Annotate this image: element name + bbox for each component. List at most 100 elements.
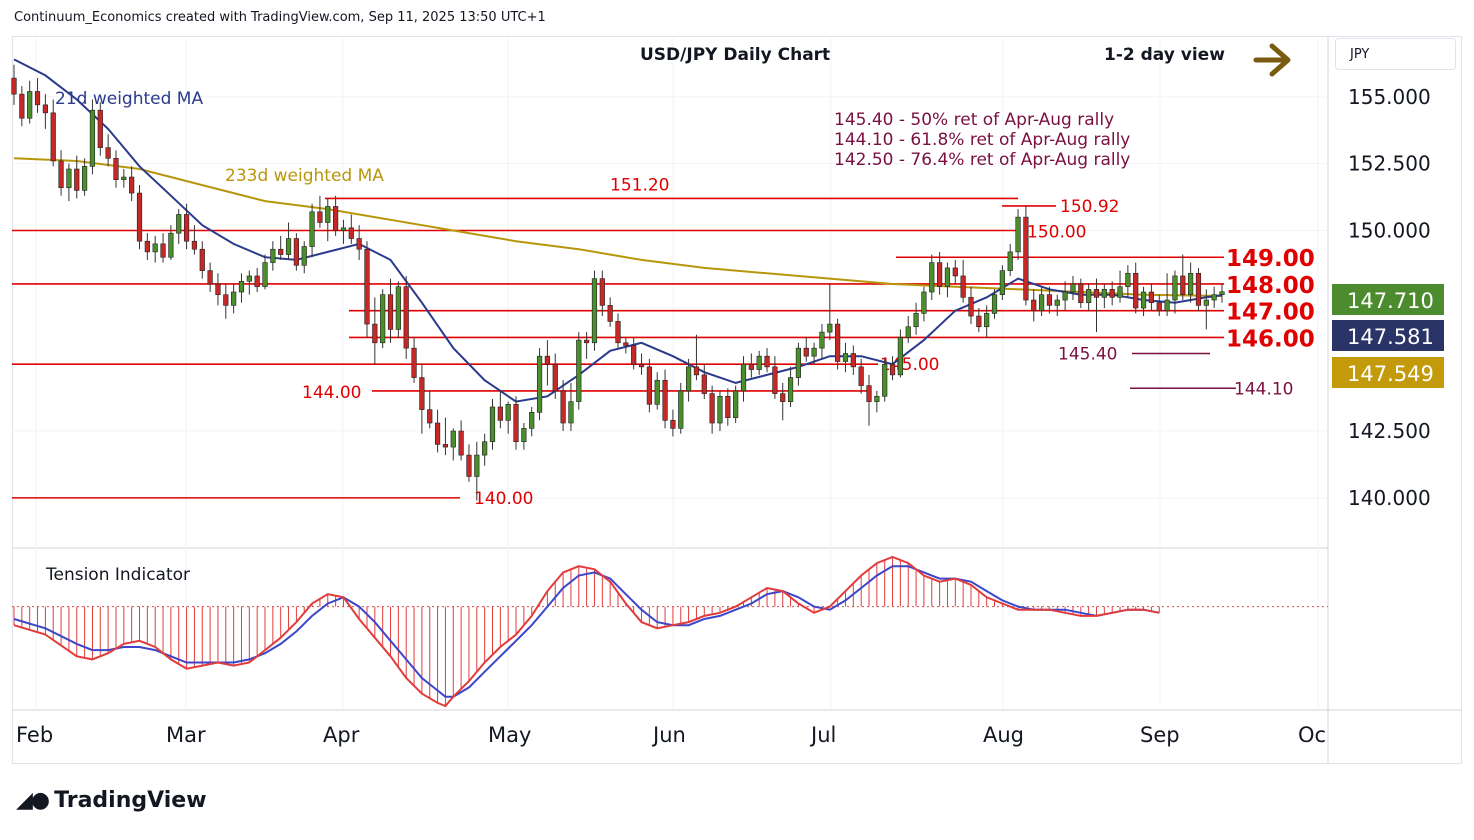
candle-body [607,305,613,322]
candle-body [442,444,449,448]
candle-body [552,363,558,392]
tension-fast-line [13,555,1160,708]
candle-body [223,294,229,306]
candle-body [1015,216,1021,253]
candle-body [129,176,135,194]
price-badge [1332,357,1444,388]
x-tick-label: Mar [166,723,206,747]
candle-body [27,91,33,119]
candle-body [168,232,174,258]
candle-body [191,240,198,250]
candle-body [874,395,880,402]
candle-body [944,267,951,287]
candle-body [827,323,833,333]
candle-body [1188,272,1194,295]
candle-body [591,278,598,344]
candle-body [348,227,354,239]
candle-body [1133,272,1139,309]
y-tick-label: 152.500 [1348,152,1431,176]
price-badge-label: 147.581 [1347,325,1434,349]
candle-body [615,321,621,344]
candle-body [866,385,872,402]
tension-slow-line [13,565,1160,698]
retracement-note: 142.50 - 76.4% ret of Apr-Aug rally [834,150,1130,170]
candle-body [693,366,700,376]
candle-body [231,291,237,306]
candle-body [905,326,911,338]
candle-body [262,262,268,287]
candle-body [411,347,417,378]
y-tick-label: 150.000 [1348,219,1431,243]
x-tick-label: Jul [809,723,836,747]
candle-body [1109,289,1115,298]
candle-body [254,275,260,287]
candle-body [819,331,825,349]
candle-body [952,267,958,277]
candle-body [403,286,409,349]
candle-body [662,379,668,421]
candle-body [858,366,864,386]
right-arrow-icon [1253,43,1291,77]
candle-body [599,278,605,306]
level-label: 146.00 [1226,326,1315,352]
candle-body [42,104,48,114]
candle-body [183,214,190,242]
candle-body [1140,291,1147,309]
candle-body [207,270,213,285]
candle-body [701,374,707,394]
candle-body [1007,251,1013,271]
tradingview-logo[interactable]: ◢● TradingView [16,788,207,813]
candle-body [850,353,856,368]
candle-body [113,158,119,181]
candle-body [685,366,692,392]
level-label: 144.00 [302,383,361,403]
candle-body [991,294,998,314]
candle-body [427,409,433,424]
candle-body [19,93,25,119]
candle-body [434,422,441,445]
candle-body [740,363,747,392]
x-tick-label: Feb [16,723,53,747]
candle-body [199,248,205,271]
candle-body [811,347,817,357]
tradingview-logo-text: TradingView [54,788,207,813]
candle-body [1046,294,1053,306]
candle-body [278,248,284,255]
level-label: 140.00 [474,489,533,509]
candle-body [105,147,111,159]
candle-body [340,227,347,231]
candle-body [466,454,472,477]
candle-body [387,294,394,330]
price-badge [1332,320,1444,351]
candle-body [976,315,982,328]
candle-body [356,238,362,250]
candle-body [1054,299,1060,306]
candle-body [560,390,566,424]
level-label: 149.00 [1226,246,1315,272]
candle-body [1023,216,1029,301]
candle-body [937,262,943,287]
candle-body [882,363,888,397]
candle-body [1164,299,1170,312]
candle-body [529,412,535,429]
candle-body [803,347,809,357]
ma233-label: 233d weighted MA [225,166,384,186]
candle-body [913,313,919,328]
candle-body [215,283,221,295]
y-tick-label: 142.500 [1348,419,1431,443]
candle-body [497,406,503,421]
candlesticks [11,64,1225,501]
candle-body [482,441,488,456]
candle-body [631,345,637,365]
candle-body [34,91,41,106]
candle-body [584,339,590,344]
candle-body [960,275,966,298]
x-tick-label: May [488,723,531,747]
candle-body [285,238,292,255]
candle-body [780,393,786,402]
symbol-box[interactable]: JPY [1335,38,1456,70]
candle-body [293,238,299,266]
candle-body [1117,286,1123,298]
tradingview-logo-icon: ◢● [16,788,50,813]
candle-body [709,393,715,424]
